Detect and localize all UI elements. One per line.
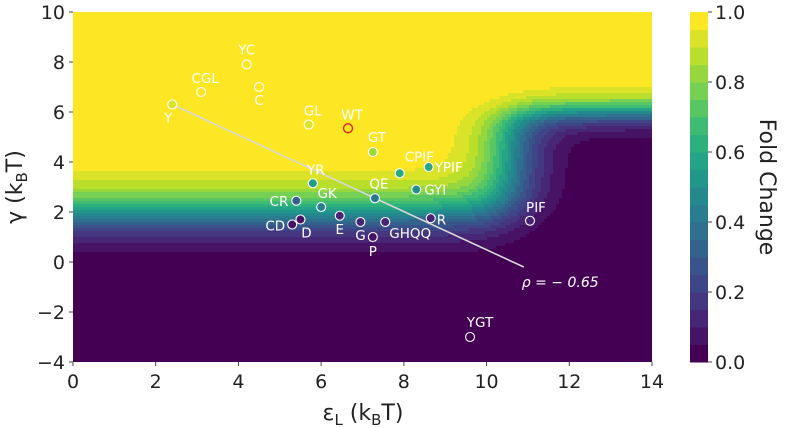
colorbar-band xyxy=(690,310,708,328)
data-point-ypif xyxy=(424,163,433,172)
colorbar-tick-label: 0.2 xyxy=(715,282,745,304)
colorbar-band xyxy=(690,222,708,240)
data-point-r xyxy=(426,214,435,223)
data-point-yc xyxy=(242,60,251,69)
data-point-label-pif: PIF xyxy=(526,200,546,216)
colorbar-band xyxy=(690,82,708,100)
x-tick-label: 4 xyxy=(232,371,244,393)
data-point-label-cr: CR xyxy=(270,194,289,210)
data-point-label-y: Y xyxy=(163,111,173,127)
data-point-cgl xyxy=(197,88,206,97)
data-point-e xyxy=(335,211,344,220)
y-tick-label: 0 xyxy=(53,252,65,274)
x-tick-label: 6 xyxy=(315,371,327,393)
x-tick-label: 0 xyxy=(67,371,79,393)
x-axis-title: εL (kBT) xyxy=(323,401,404,428)
data-point-label-ygt: YGT xyxy=(466,315,494,331)
correlation-annotation: ρ = − 0.65 xyxy=(522,275,599,291)
y-tick-label: 6 xyxy=(53,102,65,124)
data-point-label-yr: YR xyxy=(306,162,325,178)
data-point-y xyxy=(168,100,177,109)
y-axis-title: γ (kBT) xyxy=(3,150,31,224)
data-point-label-ghqq: GHQQ xyxy=(389,226,431,242)
y-tick-label: 10 xyxy=(41,2,65,24)
x-tick-label: 14 xyxy=(640,371,664,393)
data-point-p xyxy=(368,233,377,242)
data-point-d xyxy=(296,215,305,224)
data-point-label-e: E xyxy=(335,222,344,238)
data-point-qe xyxy=(370,194,379,203)
y-tick-label: 8 xyxy=(53,52,65,74)
data-point-label-gyi: GYI xyxy=(424,183,446,199)
x-tick-label: 8 xyxy=(398,371,410,393)
colorbar-band xyxy=(690,47,708,65)
colorbar-tick-label: 0.8 xyxy=(715,72,745,94)
data-point-label-d: D xyxy=(301,226,311,242)
data-point-label-g: G xyxy=(355,228,365,244)
y-tick-label: 2 xyxy=(53,202,65,224)
colorbar-band xyxy=(690,100,708,118)
colorbar-band xyxy=(690,240,708,258)
colorbar-band xyxy=(690,205,708,223)
data-point-label-gl: GL xyxy=(304,104,322,120)
data-point-label-wt: WT xyxy=(341,107,363,123)
colorbar-band xyxy=(690,170,708,188)
colorbar-band xyxy=(690,12,708,30)
y-tick-label: −4 xyxy=(37,352,65,374)
data-point-label-ypif: YPIF xyxy=(434,160,463,176)
colorbar-band xyxy=(690,65,708,83)
colorbar-label: Fold Change xyxy=(754,119,779,256)
colorbar-tick-label: 1.0 xyxy=(715,2,745,24)
data-point-label-c: C xyxy=(254,93,263,109)
data-point-ygt xyxy=(466,333,475,342)
colorbar-band xyxy=(690,30,708,48)
data-point-gyi xyxy=(412,185,421,194)
colorbar-tick-label: 0.0 xyxy=(715,352,745,374)
data-point-label-qe: QE xyxy=(369,176,388,192)
x-tick-label: 2 xyxy=(150,371,162,393)
data-point-gl xyxy=(304,120,313,129)
colorbar-tick-label: 0.6 xyxy=(715,142,745,164)
data-point-c xyxy=(255,83,264,92)
colorbar: 0.0 0.2 0.4 0.6 0.8 1.0 xyxy=(690,2,745,374)
heatmap-contours xyxy=(73,12,653,364)
colorbar-band xyxy=(690,257,708,275)
data-point-label-cgl: CGL xyxy=(191,71,219,87)
data-point-label-gk: GK xyxy=(317,186,337,202)
colorbar-band xyxy=(690,345,708,363)
colorbar-band xyxy=(690,187,708,205)
data-point-label-yc: YC xyxy=(237,43,255,59)
data-point-label-r: R xyxy=(437,212,446,228)
x-tick-label: 10 xyxy=(474,371,498,393)
colorbar-band xyxy=(690,327,708,345)
colorbar-band xyxy=(690,135,708,153)
data-point-gk xyxy=(317,203,326,212)
data-point-g xyxy=(356,218,365,227)
data-point-pif xyxy=(525,216,534,225)
colorbar-band xyxy=(690,275,708,293)
data-point-cr xyxy=(292,196,301,205)
data-point-label-p: P xyxy=(369,244,377,260)
data-point-cd xyxy=(288,220,297,229)
data-point-yr xyxy=(308,179,317,188)
colorbar-band xyxy=(690,152,708,170)
y-ticks: −4 −2 0 2 4 6 8 10 xyxy=(37,2,73,374)
data-point-cpif xyxy=(395,169,404,178)
data-point-label-cd: CD xyxy=(265,219,285,235)
x-tick-label: 12 xyxy=(557,371,581,393)
data-point-gt xyxy=(368,148,377,157)
colorbar-tick-label: 0.4 xyxy=(715,212,745,234)
y-tick-label: −2 xyxy=(37,302,65,324)
data-point-label-gt: GT xyxy=(368,130,387,146)
colorbar-band xyxy=(690,117,708,135)
y-tick-label: 4 xyxy=(53,152,65,174)
colorbar-band xyxy=(690,292,708,310)
x-ticks: 0 2 4 6 8 10 12 14 xyxy=(67,362,664,393)
